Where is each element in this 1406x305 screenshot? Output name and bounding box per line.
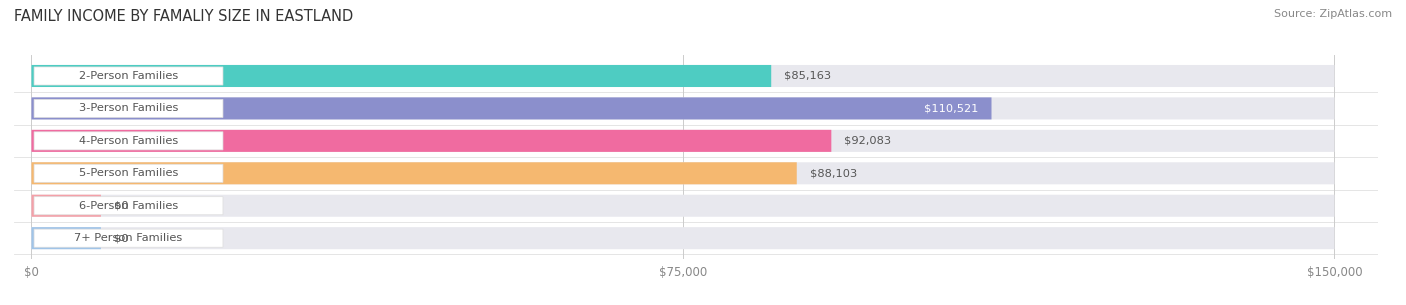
FancyBboxPatch shape — [34, 99, 224, 117]
FancyBboxPatch shape — [31, 162, 1334, 184]
FancyBboxPatch shape — [31, 162, 797, 184]
Text: $88,103: $88,103 — [810, 168, 858, 178]
FancyBboxPatch shape — [31, 227, 1334, 249]
Text: FAMILY INCOME BY FAMALIY SIZE IN EASTLAND: FAMILY INCOME BY FAMALIY SIZE IN EASTLAN… — [14, 9, 353, 24]
FancyBboxPatch shape — [31, 227, 101, 249]
Text: 4-Person Families: 4-Person Families — [79, 136, 179, 146]
FancyBboxPatch shape — [31, 195, 101, 217]
FancyBboxPatch shape — [31, 65, 772, 87]
FancyBboxPatch shape — [31, 65, 1334, 87]
FancyBboxPatch shape — [31, 97, 991, 120]
Text: Source: ZipAtlas.com: Source: ZipAtlas.com — [1274, 9, 1392, 19]
FancyBboxPatch shape — [31, 195, 1334, 217]
Text: $85,163: $85,163 — [785, 71, 831, 81]
FancyBboxPatch shape — [34, 164, 224, 182]
FancyBboxPatch shape — [34, 132, 224, 150]
Text: $92,083: $92,083 — [845, 136, 891, 146]
Text: $110,521: $110,521 — [924, 103, 979, 113]
Text: 2-Person Families: 2-Person Families — [79, 71, 179, 81]
Text: 3-Person Families: 3-Person Families — [79, 103, 179, 113]
Text: $0: $0 — [114, 233, 128, 243]
FancyBboxPatch shape — [31, 130, 1334, 152]
Text: 5-Person Families: 5-Person Families — [79, 168, 179, 178]
FancyBboxPatch shape — [34, 67, 224, 85]
FancyBboxPatch shape — [34, 229, 224, 247]
FancyBboxPatch shape — [31, 97, 1334, 120]
Text: 6-Person Families: 6-Person Families — [79, 201, 179, 211]
FancyBboxPatch shape — [31, 130, 831, 152]
Text: $0: $0 — [114, 201, 128, 211]
Text: 7+ Person Families: 7+ Person Families — [75, 233, 183, 243]
FancyBboxPatch shape — [34, 197, 224, 215]
